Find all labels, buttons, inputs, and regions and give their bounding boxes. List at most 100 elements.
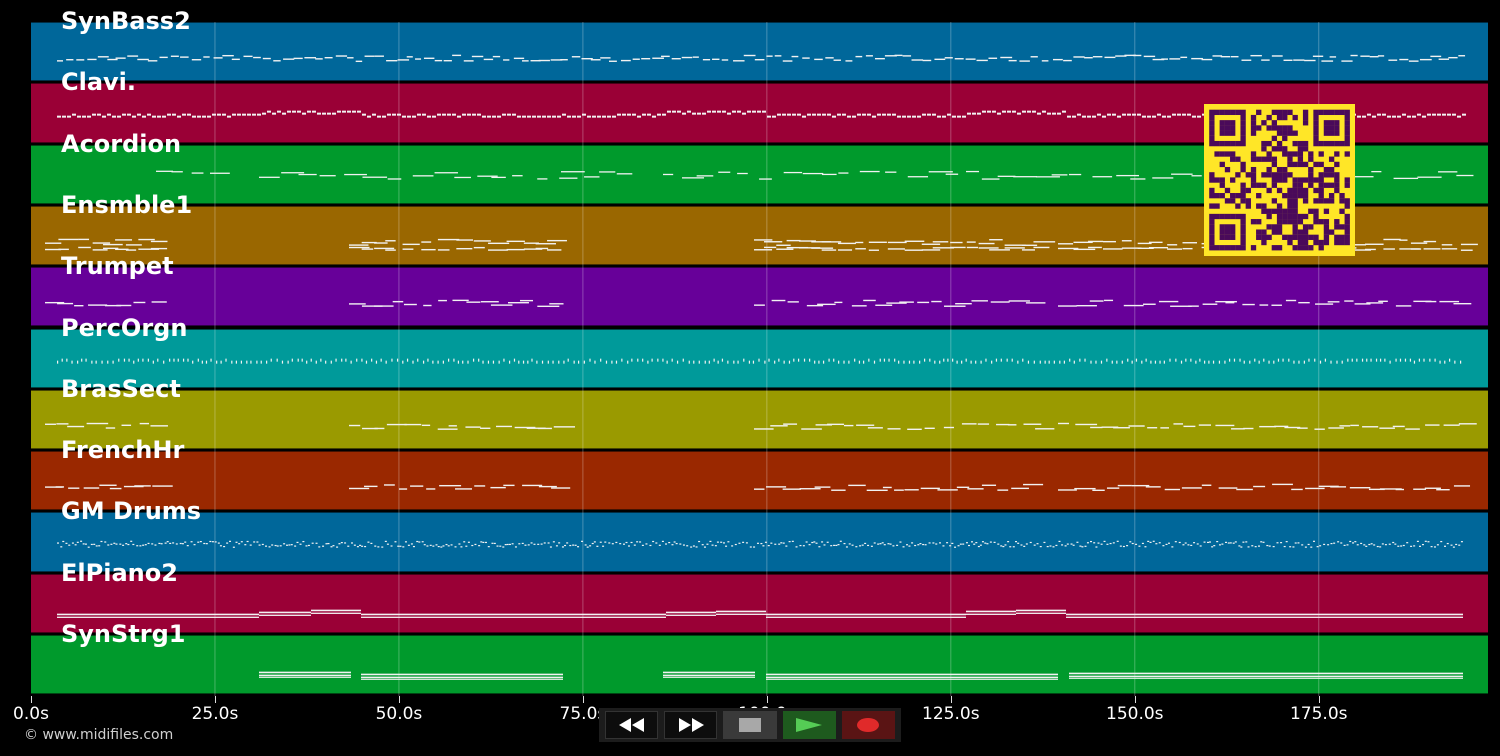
note [652,541,655,543]
note [661,541,664,543]
note [77,360,79,364]
note [766,676,1058,679]
note [432,115,436,118]
note [802,115,806,118]
note [1152,115,1156,118]
note [396,358,399,362]
note [112,360,114,364]
play-button[interactable] [782,711,836,739]
note [584,175,600,178]
note [1409,358,1412,362]
note [159,56,168,59]
note [1013,175,1037,177]
note [1130,177,1146,180]
note [1152,58,1165,61]
note [1455,544,1458,546]
note [213,57,223,59]
record-button[interactable] [841,711,895,739]
note [327,543,330,545]
note [496,545,499,548]
note [1121,239,1132,242]
note [78,246,91,249]
note [716,541,719,544]
note [818,546,821,548]
note [1392,425,1405,427]
note [922,544,925,546]
note [1087,115,1091,118]
note [649,545,652,547]
note [399,488,408,490]
note [806,305,824,307]
note [518,360,520,364]
note [973,544,976,546]
rewind-button[interactable] [605,711,659,739]
note [887,427,901,430]
note [1297,542,1300,544]
note [527,544,530,546]
note [904,240,925,242]
note [698,541,701,543]
note [612,115,616,118]
note [822,360,825,364]
note [488,242,510,244]
note [892,545,895,547]
note [1052,58,1063,61]
note [581,541,584,543]
note [45,423,56,425]
note [1418,358,1421,362]
note [353,544,356,547]
note [259,176,280,178]
note [1341,60,1353,62]
note [898,360,900,364]
note [1052,112,1056,115]
note [1388,544,1391,546]
note [859,170,880,172]
note [939,542,942,544]
fast-forward-button[interactable] [664,711,718,739]
note [57,613,259,615]
note [676,360,679,364]
note [512,113,516,116]
note [219,545,222,547]
note [617,113,621,116]
note [828,358,830,362]
note [928,542,931,544]
note [987,110,991,113]
note [1121,360,1123,364]
note [1303,360,1305,364]
note [150,240,168,243]
note [304,57,317,59]
note [795,546,798,548]
note [1033,544,1036,547]
note [1340,542,1343,544]
note [1392,542,1395,544]
note [1181,487,1202,489]
note [119,543,122,546]
note [1090,541,1093,543]
note [1350,424,1359,426]
note [1088,240,1104,243]
note [892,113,896,116]
note [107,544,110,546]
note [727,112,731,115]
note [1369,56,1379,58]
note [386,543,389,546]
note [583,360,585,364]
note [227,115,231,118]
note [477,175,498,177]
note [1291,488,1303,491]
note [222,113,226,116]
note [301,358,303,362]
note [466,301,481,304]
note [377,115,381,118]
stop-button[interactable] [723,711,777,739]
note [1131,485,1150,487]
note [917,115,921,118]
note [558,360,560,364]
note [503,59,510,61]
note [1457,115,1461,118]
note [770,542,773,545]
note [1441,248,1458,250]
note [1019,60,1030,62]
note [814,486,831,488]
